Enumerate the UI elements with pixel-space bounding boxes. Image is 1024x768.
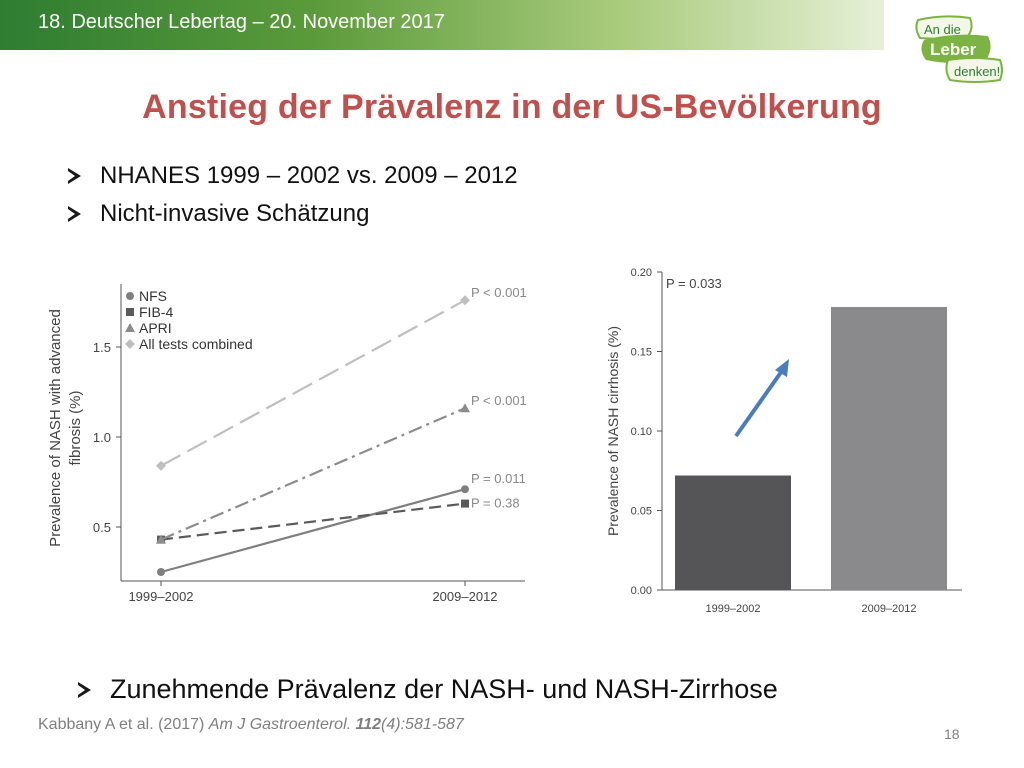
bullet-text: NHANES 1999 – 2002 vs. 2009 – 2012: [100, 162, 518, 189]
line-chart-series: P = 0.011 P = 0.38 P < 0.001 P < 0.001: [156, 285, 527, 576]
bullet-text: Nicht-invasive Schätzung: [100, 200, 370, 227]
data-point: [157, 568, 165, 576]
legend-marker: [125, 339, 135, 349]
legend-label: NFS: [139, 288, 167, 304]
legend-marker: [126, 308, 134, 316]
citation: Kabbany A et al. (2017) Am J Gastroenter…: [38, 716, 464, 734]
svg-text:Leber: Leber: [930, 40, 977, 59]
y-tick-label: 0.05: [631, 506, 652, 518]
legend-label: All tests combined: [139, 336, 253, 352]
legend-label: FIB-4: [139, 304, 173, 320]
x-tick-label: 1999–2002: [705, 603, 760, 615]
header-text: 18. Deutscher Lebertag – 20. November 20…: [38, 11, 445, 33]
citation-journal: Am J Gastroenterol.: [208, 716, 352, 733]
bar-chart-bars: [675, 306, 947, 590]
header-bar: [0, 0, 884, 50]
svg-text:An die: An die: [924, 22, 961, 37]
citation-authors: Kabbany A et al. (2017): [38, 716, 209, 733]
data-point: [461, 485, 469, 494]
trend-arrow-icon: [734, 359, 789, 438]
legend-marker: [125, 323, 135, 332]
y-tick-label: 0.5: [93, 520, 111, 535]
series-line: [160, 299, 466, 467]
conclusion-item: Zunehmende Prävalenz der NASH- und NASH-…: [78, 674, 778, 705]
p-value-label: P < 0.001: [471, 285, 527, 300]
series-line: [160, 488, 466, 574]
p-value-label: P < 0.001: [471, 393, 527, 408]
y-tick-label: 0.15: [631, 347, 652, 359]
data-point: [460, 295, 470, 306]
bullet-item: NHANES 1999 – 2002 vs. 2009 – 2012: [68, 162, 518, 190]
arrow-bullet-icon: [78, 681, 91, 698]
logo: An die Leber denken!: [915, 15, 1003, 83]
x-tick-label: 1999–2002: [128, 589, 193, 604]
x-tick-label: 2009–2012: [432, 589, 497, 604]
bar: [831, 306, 947, 590]
y-tick-label: 1.5: [93, 340, 111, 355]
data-point: [156, 460, 166, 471]
p-value-label: P = 0.011: [471, 471, 526, 486]
data-point: [156, 534, 166, 544]
p-value-label: P = 0.38: [471, 496, 520, 511]
series-line: [160, 502, 466, 541]
y-tick-label: 0.20: [631, 267, 652, 279]
data-point: [461, 499, 469, 508]
legend-label: APRI: [139, 320, 172, 336]
slide-title: Anstieg der Prävalenz in der US-Bevölker…: [142, 88, 882, 126]
arrow-bullet-icon: [68, 206, 81, 222]
x-tick-label: 2009–2012: [861, 603, 916, 615]
line-chart-ylabel: Prevalence of NASH with advanced fibrosis…: [47, 309, 84, 547]
citation-volume: 112: [355, 716, 382, 733]
bar-chart: 0.00 0.05 0.10 0.15 0.20 1999–2002 2009–2012 P …: [605, 267, 962, 615]
page-number: 18: [944, 726, 960, 742]
y-tick-label: 0.10: [631, 426, 652, 438]
bar: [675, 475, 791, 590]
bullet-item: Nicht-invasive Schätzung: [68, 200, 369, 228]
bar-chart-ylabel: Prevalence of NASH cirrhosis (%): [605, 326, 621, 536]
series-line: [160, 407, 466, 541]
data-point: [460, 403, 470, 413]
legend-marker: [126, 292, 134, 300]
citation-issue: (4):581-587: [381, 716, 464, 733]
svg-text:denken!: denken!: [954, 64, 1000, 79]
conclusion-text: Zunehmende Prävalenz der NASH- und NASH-…: [110, 674, 778, 704]
y-tick-label: 1.0: [93, 430, 111, 445]
line-chart-axes: 0.5 1.0 1.5 1999–2002 2009–2012: [93, 284, 525, 604]
y-tick-label: 0.00: [631, 585, 652, 597]
arrow-bullet-icon: [68, 168, 81, 184]
p-value-label: P = 0.033: [666, 276, 722, 291]
